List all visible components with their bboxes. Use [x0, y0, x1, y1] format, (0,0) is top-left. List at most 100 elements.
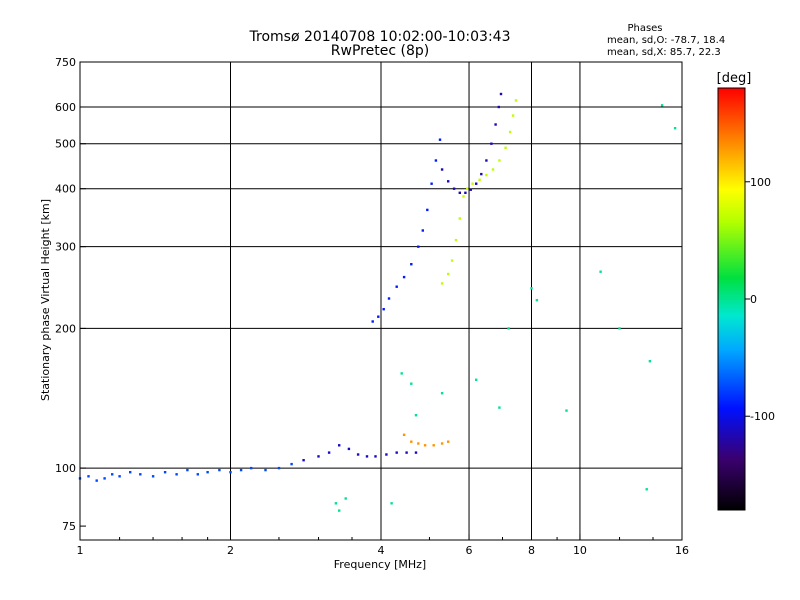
- data-point: [402, 433, 406, 436]
- data-point: [385, 453, 388, 456]
- phase-stats-o-mode: mean, sd,O: -78.7, 18.4: [607, 35, 725, 46]
- data-point: [250, 466, 253, 470]
- data-point: [163, 471, 167, 474]
- data-point: [450, 259, 454, 262]
- data-point: [485, 173, 488, 177]
- data-point: [302, 459, 305, 462]
- data-point: [206, 471, 209, 474]
- data-point: [186, 468, 189, 472]
- data-point: [390, 502, 393, 505]
- data-points: [78, 92, 677, 512]
- data-point: [151, 475, 155, 478]
- data-point: [494, 123, 497, 126]
- data-point: [317, 455, 320, 458]
- chart-title-line1: Tromsø 20140708 10:02:00-10:03:43: [249, 29, 511, 45]
- data-point: [447, 440, 450, 443]
- data-point: [565, 409, 568, 412]
- data-point: [338, 509, 341, 512]
- data-point: [440, 168, 444, 171]
- data-point: [264, 468, 267, 472]
- colorbar-tick-label: 0: [750, 293, 757, 306]
- data-point: [454, 238, 458, 242]
- data-point: [514, 99, 518, 102]
- data-point: [387, 297, 391, 300]
- y-tick-label: 750: [55, 56, 76, 69]
- data-point: [530, 287, 533, 290]
- y-tick-label: 400: [55, 183, 76, 196]
- phase-stats-x-mode: mean, sd,X: 85.7, 22.3: [607, 47, 721, 58]
- x-tick-label: 8: [528, 544, 535, 557]
- data-point: [421, 229, 424, 232]
- data-point: [508, 130, 512, 134]
- data-point: [410, 440, 413, 443]
- data-point: [356, 453, 360, 456]
- data-point: [452, 187, 456, 190]
- data-point: [673, 127, 677, 130]
- axis-ticks: 1 2 4 6 8 10 16 750 600 500 400 300 200 100 75: [55, 56, 689, 557]
- data-point: [475, 182, 478, 185]
- x-tick-label: 1: [77, 544, 84, 557]
- data-point: [438, 138, 442, 141]
- data-point: [430, 182, 433, 185]
- x-axis-label: Frequency [MHz]: [334, 558, 426, 571]
- x-tick-label: 16: [675, 544, 689, 557]
- data-point: [277, 466, 281, 470]
- data-point: [103, 477, 106, 480]
- data-point: [327, 451, 331, 454]
- data-point: [485, 159, 488, 162]
- data-point: [229, 471, 232, 474]
- data-point: [139, 473, 142, 476]
- data-point: [382, 308, 385, 311]
- colorbar-ticks: 100 0 -100: [745, 176, 775, 423]
- data-point: [290, 462, 293, 466]
- data-point: [344, 497, 347, 500]
- data-point: [491, 168, 495, 171]
- data-point: [447, 180, 450, 183]
- data-point: [402, 275, 406, 279]
- data-point: [447, 272, 450, 276]
- data-point: [535, 299, 539, 302]
- data-point: [400, 372, 403, 375]
- data-point: [334, 502, 338, 505]
- data-point: [498, 159, 501, 162]
- grid-layer: [80, 62, 682, 540]
- data-point: [618, 327, 621, 330]
- data-point: [87, 475, 90, 478]
- y-tick-label: 500: [55, 138, 76, 151]
- data-point: [377, 315, 380, 318]
- data-point: [426, 208, 429, 212]
- y-tick-label: 100: [55, 462, 76, 475]
- data-point: [497, 105, 500, 109]
- x-tick-label: 4: [378, 544, 385, 557]
- data-point: [648, 360, 652, 363]
- data-point: [414, 414, 418, 417]
- data-point: [511, 114, 515, 117]
- data-point: [504, 146, 507, 149]
- data-point: [395, 451, 398, 454]
- data-point: [414, 451, 418, 454]
- data-point: [440, 442, 444, 445]
- data-point: [338, 444, 341, 447]
- data-point: [458, 191, 461, 194]
- data-point: [440, 282, 444, 285]
- data-point: [507, 327, 510, 330]
- data-point: [196, 473, 199, 476]
- data-point: [499, 92, 503, 96]
- data-point: [118, 475, 121, 478]
- data-point: [218, 468, 221, 472]
- data-point: [395, 285, 398, 288]
- colorbar-tick-label: -100: [750, 410, 775, 423]
- data-point: [480, 172, 483, 176]
- data-point: [498, 406, 501, 409]
- x-tick-label: 10: [573, 544, 587, 557]
- data-point: [129, 471, 132, 474]
- data-point: [645, 488, 648, 491]
- data-point: [434, 159, 438, 162]
- colorbar: [717, 87, 746, 511]
- data-point: [490, 142, 493, 145]
- data-point: [458, 217, 461, 220]
- data-point: [410, 382, 413, 385]
- colorbar-tick-label: 100: [750, 176, 771, 189]
- data-point: [599, 270, 602, 273]
